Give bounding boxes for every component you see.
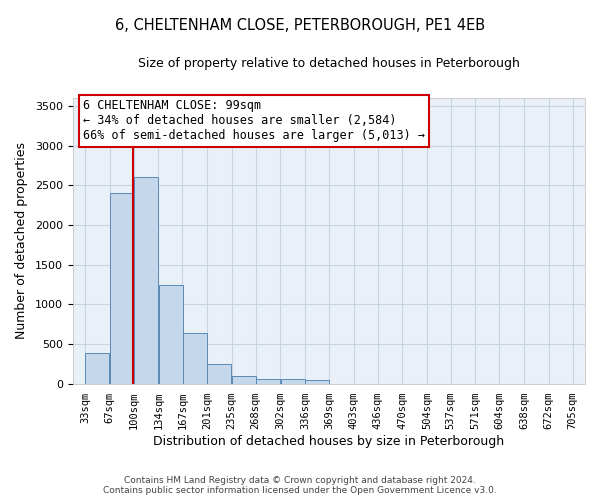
Bar	[159, 286, 183, 384]
Bar	[85, 353, 109, 384]
Bar	[305, 380, 329, 384]
Bar	[208, 364, 232, 384]
Text: 6 CHELTENHAM CLOSE: 99sqm
← 34% of detached houses are smaller (2,584)
66% of se: 6 CHELTENHAM CLOSE: 99sqm ← 34% of detac…	[83, 100, 425, 142]
Bar	[134, 178, 158, 384]
Bar	[232, 376, 256, 384]
Text: Contains HM Land Registry data © Crown copyright and database right 2024.
Contai: Contains HM Land Registry data © Crown c…	[103, 476, 497, 495]
Bar	[110, 194, 134, 384]
Bar	[256, 379, 280, 384]
Bar	[183, 333, 206, 384]
Text: 6, CHELTENHAM CLOSE, PETERBOROUGH, PE1 4EB: 6, CHELTENHAM CLOSE, PETERBOROUGH, PE1 4…	[115, 18, 485, 32]
Bar	[281, 380, 305, 384]
X-axis label: Distribution of detached houses by size in Peterborough: Distribution of detached houses by size …	[154, 434, 505, 448]
Title: Size of property relative to detached houses in Peterborough: Size of property relative to detached ho…	[138, 58, 520, 70]
Y-axis label: Number of detached properties: Number of detached properties	[15, 142, 28, 340]
